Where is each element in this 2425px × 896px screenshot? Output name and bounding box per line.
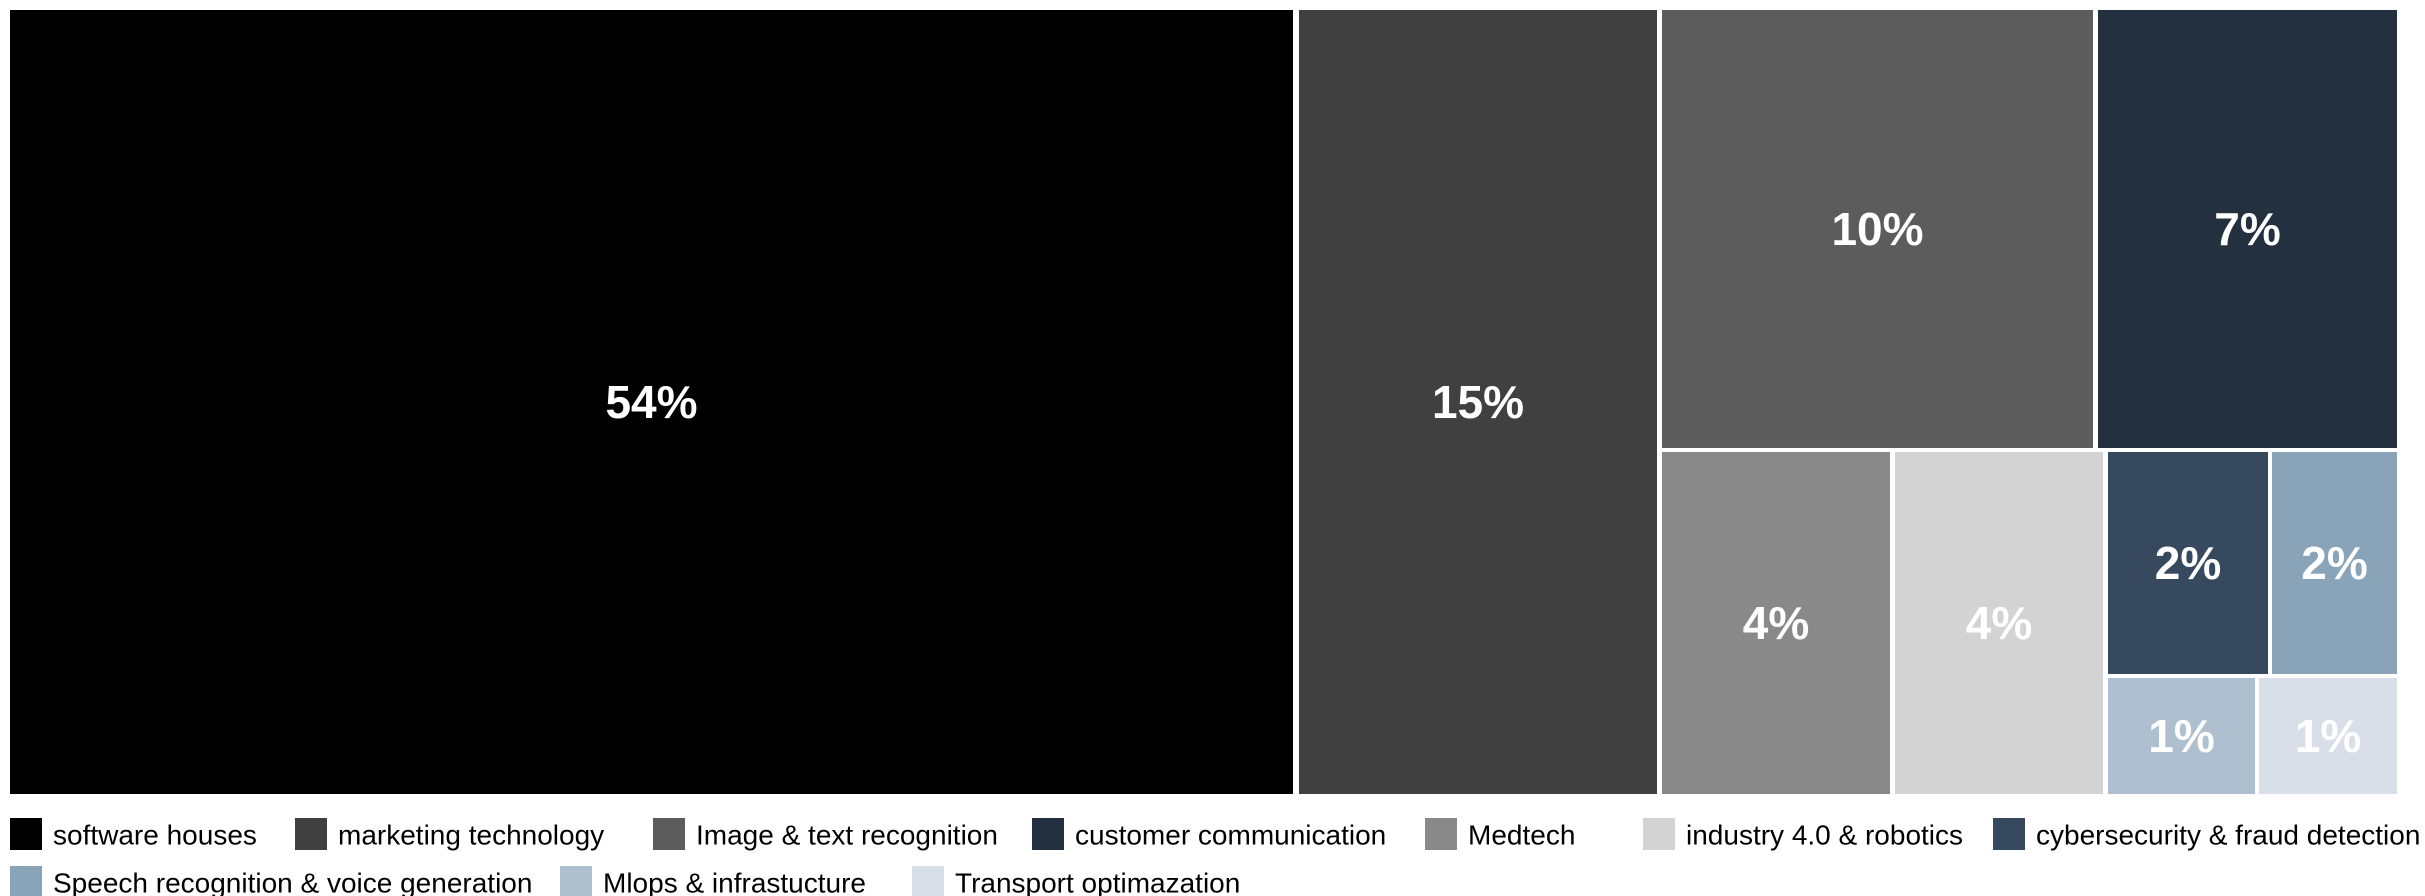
- legend-label: Image & text recognition: [696, 820, 998, 851]
- tile-value-label: 4%: [1966, 597, 2032, 649]
- treemap-tiles: 54% 15% 10% 7% 4% 4% 2% 2% 1% 1%: [10, 10, 2397, 794]
- legend-swatch: [560, 866, 592, 896]
- tile-value-label: 4%: [1743, 597, 1809, 649]
- legend-label: cybersecurity & fraud detection: [2036, 820, 2420, 851]
- tile-value-label: 15%: [1432, 376, 1524, 428]
- legend-label: marketing technology: [338, 820, 604, 851]
- tile-marketing-technology: [1299, 10, 1657, 794]
- tile-speech-recognition-voice-generation: [2272, 452, 2397, 674]
- legend-swatch: [1643, 818, 1675, 850]
- legend-swatch: [10, 866, 42, 896]
- legend: software houses marketing technology Image…: [10, 818, 2420, 896]
- legend-swatch: [1993, 818, 2025, 850]
- tile-value-label: 7%: [2214, 203, 2280, 255]
- legend-label: software houses: [53, 820, 257, 851]
- tile-cybersecurity-fraud-detection: [2108, 452, 2268, 674]
- legend-label: Mlops & infrastucture: [603, 868, 866, 896]
- tile-value-label: 1%: [2148, 710, 2214, 762]
- tile-value-label: 2%: [2301, 537, 2367, 589]
- tile-transport-optimazation: [2259, 678, 2397, 794]
- tile-software-houses: [10, 10, 1293, 794]
- legend-swatch: [10, 818, 42, 850]
- legend-swatch: [1032, 818, 1064, 850]
- legend-label: Transport optimazation: [955, 868, 1240, 896]
- legend-swatch: [653, 818, 685, 850]
- tile-mlops-infrastucture: [2108, 678, 2255, 794]
- tile-image-text-recognition: [1662, 10, 2093, 448]
- legend-label: Speech recognition & voice generation: [53, 868, 532, 896]
- legend-swatch: [295, 818, 327, 850]
- tile-value-label: 10%: [1831, 203, 1923, 255]
- legend-label: customer communication: [1075, 820, 1386, 851]
- legend-label: Medtech: [1468, 820, 1575, 851]
- tile-customer-communication: [2098, 10, 2397, 448]
- legend-swatch: [912, 866, 944, 896]
- tile-value-label: 2%: [2155, 537, 2221, 589]
- tile-industry-4-0-robotics: [1895, 452, 2103, 794]
- tile-value-label: 1%: [2295, 710, 2361, 762]
- legend-label: industry 4.0 & robotics: [1686, 820, 1963, 851]
- tile-value-label: 54%: [605, 376, 697, 428]
- tile-medtech: [1662, 452, 1890, 794]
- legend-swatch: [1425, 818, 1457, 850]
